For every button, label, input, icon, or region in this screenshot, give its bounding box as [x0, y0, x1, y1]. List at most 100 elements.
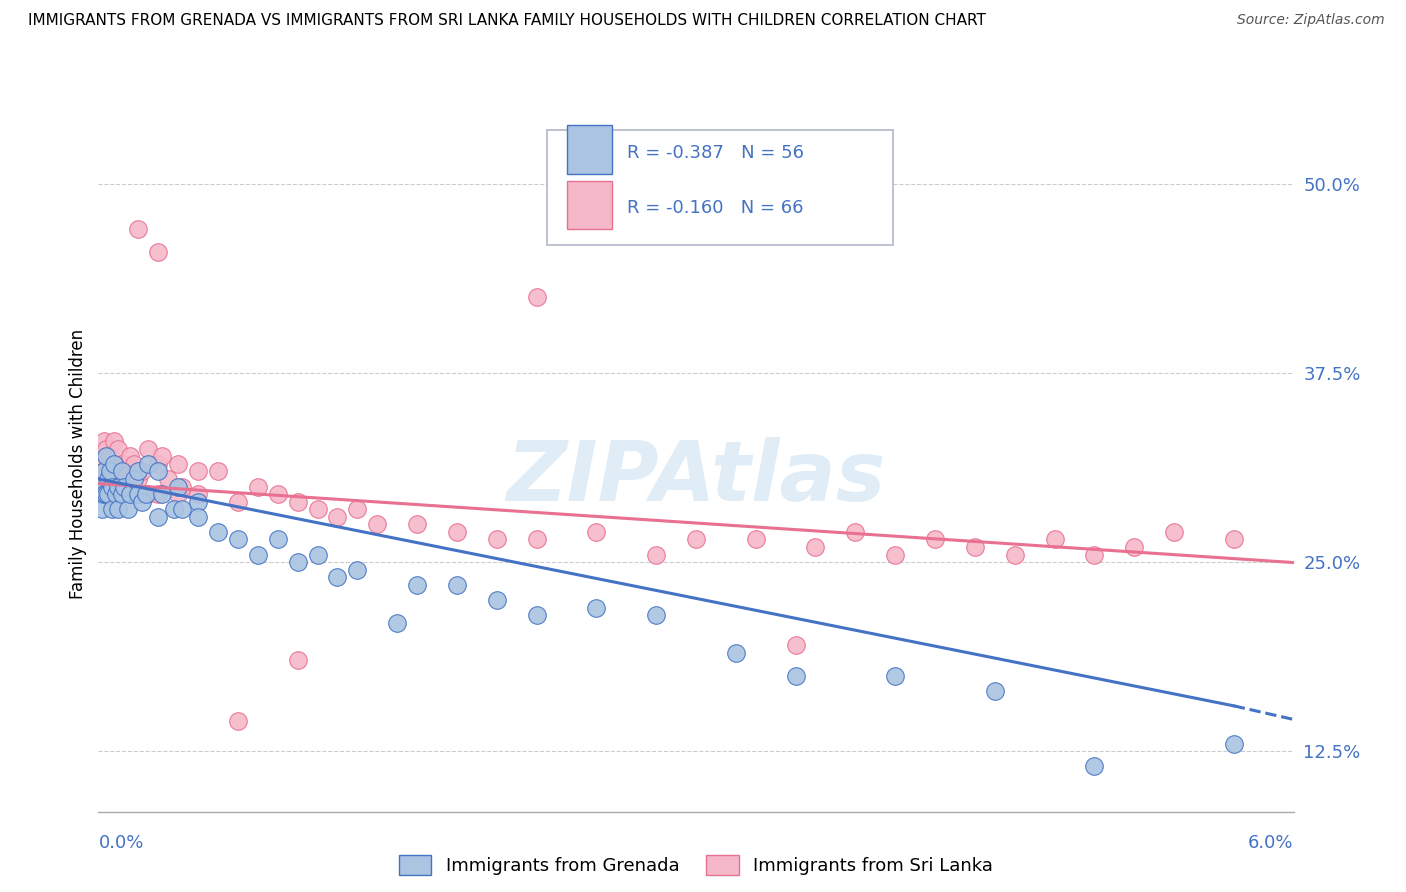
Point — [172, 502, 194, 516]
Point — [98, 464, 122, 478]
Point — [127, 222, 149, 236]
Point — [127, 472, 149, 486]
Point — [103, 434, 125, 449]
Point — [585, 524, 607, 539]
Point — [526, 533, 548, 547]
Point — [93, 434, 115, 449]
Point — [246, 479, 269, 493]
Point — [1223, 737, 1246, 751]
Point — [984, 683, 1007, 698]
Point — [804, 540, 827, 554]
Point — [105, 464, 128, 478]
Text: R = -0.160   N = 66: R = -0.160 N = 66 — [627, 200, 803, 218]
Text: 0.0%: 0.0% — [98, 834, 143, 852]
Point — [93, 464, 115, 478]
Point — [1083, 759, 1105, 773]
Point — [127, 464, 149, 478]
Point — [267, 533, 290, 547]
Point — [226, 533, 249, 547]
Point — [287, 555, 309, 569]
Point — [131, 494, 153, 508]
Point — [91, 502, 114, 516]
Point — [167, 457, 190, 471]
Point — [446, 524, 468, 539]
Point — [107, 442, 129, 456]
Point — [112, 479, 135, 493]
Point — [97, 464, 120, 478]
Point — [226, 714, 249, 728]
Text: Source: ZipAtlas.com: Source: ZipAtlas.com — [1237, 13, 1385, 28]
Y-axis label: Family Households with Children: Family Households with Children — [69, 329, 87, 599]
Point — [148, 487, 170, 501]
Point — [226, 494, 249, 508]
Point — [172, 479, 194, 493]
Point — [924, 533, 946, 547]
Point — [167, 487, 190, 501]
Point — [1123, 540, 1146, 554]
Point — [111, 457, 134, 471]
Point — [127, 487, 149, 501]
Point — [724, 646, 747, 660]
Point — [89, 472, 111, 486]
Point — [346, 502, 368, 516]
Point — [150, 487, 173, 501]
Point — [105, 487, 128, 501]
Point — [287, 653, 309, 667]
Point — [884, 548, 907, 562]
Point — [97, 472, 120, 486]
Point — [148, 245, 170, 260]
Point — [127, 487, 149, 501]
Point — [446, 578, 468, 592]
Point — [111, 487, 134, 501]
Point — [585, 600, 607, 615]
Point — [187, 487, 209, 501]
Text: R = -0.387   N = 56: R = -0.387 N = 56 — [627, 144, 804, 161]
Point — [96, 442, 118, 456]
Point — [96, 450, 118, 464]
Point — [785, 638, 807, 652]
Point — [287, 494, 309, 508]
Point — [101, 502, 124, 516]
Point — [1163, 524, 1185, 539]
Point — [187, 509, 209, 524]
Point — [307, 548, 329, 562]
Point — [187, 464, 209, 478]
Point — [124, 457, 146, 471]
FancyBboxPatch shape — [547, 130, 893, 244]
Point — [136, 457, 159, 471]
Point — [89, 487, 111, 501]
Point — [326, 509, 349, 524]
Point — [1223, 533, 1246, 547]
Point — [96, 487, 118, 501]
Point — [645, 608, 668, 623]
Point — [93, 464, 115, 478]
Text: ZIPAtlas: ZIPAtlas — [506, 437, 886, 518]
Point — [107, 479, 129, 493]
Point — [111, 464, 134, 478]
Point — [1043, 533, 1066, 547]
Point — [187, 494, 209, 508]
Point — [91, 479, 114, 493]
Point — [785, 668, 807, 682]
Point — [326, 570, 349, 584]
Point — [167, 479, 190, 493]
Point — [135, 487, 157, 501]
Point — [124, 472, 146, 486]
Point — [246, 548, 269, 562]
Point — [526, 290, 548, 304]
Point — [101, 472, 124, 486]
Legend: Immigrants from Grenada, Immigrants from Sri Lanka: Immigrants from Grenada, Immigrants from… — [391, 847, 1001, 883]
Point — [93, 487, 115, 501]
Point — [406, 578, 429, 592]
Point — [963, 540, 986, 554]
Point — [1083, 548, 1105, 562]
Point — [136, 442, 159, 456]
Point — [98, 450, 122, 464]
Point — [150, 450, 173, 464]
Text: IMMIGRANTS FROM GRENADA VS IMMIGRANTS FROM SRI LANKA FAMILY HOUSEHOLDS WITH CHIL: IMMIGRANTS FROM GRENADA VS IMMIGRANTS FR… — [28, 13, 986, 29]
Point — [157, 472, 180, 486]
Point — [115, 479, 138, 493]
Point — [406, 517, 429, 532]
Point — [103, 457, 125, 471]
Point — [844, 524, 866, 539]
